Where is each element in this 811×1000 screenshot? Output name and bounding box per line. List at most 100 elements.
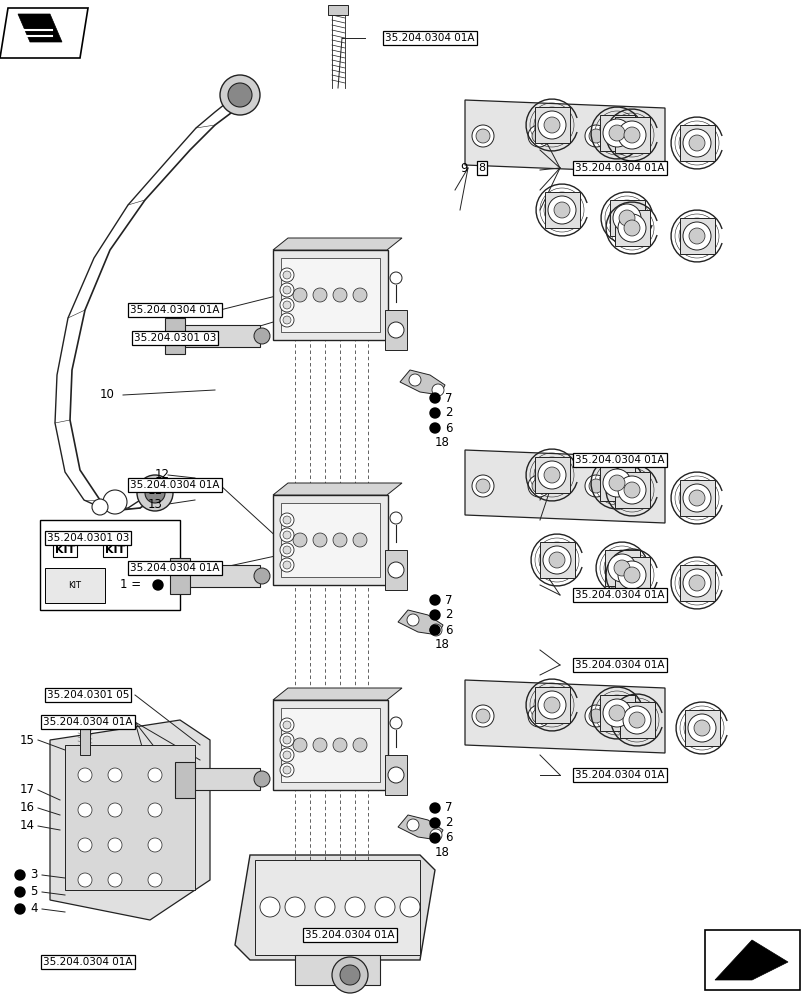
Circle shape [285,897,305,917]
Circle shape [283,516,290,524]
Bar [704,930,799,990]
Bar [255,860,419,955]
Circle shape [254,771,270,787]
Bar [175,762,195,798]
Circle shape [430,818,440,828]
Text: 18: 18 [435,639,449,652]
Circle shape [430,408,440,418]
Circle shape [584,705,607,727]
Bar [165,318,185,354]
Circle shape [431,384,444,396]
Bar [272,700,388,790]
Text: 35.204.0301 05: 35.204.0301 05 [47,690,129,700]
Bar [614,472,649,508]
Polygon shape [272,238,401,250]
Text: 6: 6 [444,831,452,844]
Circle shape [471,475,493,497]
Circle shape [283,546,290,554]
Bar [679,480,714,516]
Text: 35.204.0304 01A: 35.204.0304 01A [130,305,220,315]
Circle shape [430,595,440,605]
Text: 17: 17 [20,783,35,796]
Polygon shape [272,483,401,495]
Bar [684,710,719,746]
Circle shape [78,803,92,817]
Circle shape [603,469,630,497]
Circle shape [531,129,545,143]
Circle shape [603,119,630,147]
Circle shape [406,614,418,626]
Circle shape [406,819,418,831]
Text: 11: 11 [148,484,163,496]
Circle shape [108,838,122,852]
Circle shape [283,751,290,759]
Polygon shape [714,940,787,980]
Circle shape [108,768,122,782]
Circle shape [333,738,346,752]
Circle shape [623,567,639,583]
Circle shape [260,897,280,917]
Circle shape [283,316,290,324]
Circle shape [312,533,327,547]
Circle shape [389,512,401,524]
Polygon shape [465,680,664,753]
Circle shape [148,803,162,817]
Text: KIT: KIT [68,580,81,589]
Circle shape [623,220,639,236]
Bar [40,520,180,610]
Text: 35.204.0304 01A: 35.204.0304 01A [574,163,664,173]
Circle shape [280,718,294,732]
Circle shape [617,476,646,504]
Circle shape [283,301,290,309]
Circle shape [280,763,294,777]
Text: 35.204.0301 03: 35.204.0301 03 [134,333,216,343]
Circle shape [622,706,650,734]
Bar [609,200,644,236]
Circle shape [430,423,440,433]
Circle shape [148,768,162,782]
Text: 35.204.0304 01A: 35.204.0304 01A [305,930,394,940]
Circle shape [689,135,704,151]
Circle shape [103,490,127,514]
Circle shape [538,691,565,719]
Circle shape [228,83,251,107]
Bar [604,550,639,586]
Bar [614,117,649,153]
Circle shape [389,272,401,284]
Text: 16: 16 [20,801,35,814]
Circle shape [280,283,294,297]
Polygon shape [400,370,444,395]
Text: 2: 2 [444,608,452,621]
Bar [384,755,406,795]
Circle shape [15,870,25,880]
Circle shape [280,733,294,747]
Bar [80,725,90,755]
Circle shape [92,499,108,515]
Circle shape [332,957,367,993]
Circle shape [543,697,560,713]
Circle shape [388,562,404,578]
Circle shape [293,288,307,302]
Text: 7: 7 [444,801,452,814]
Circle shape [280,748,294,762]
Circle shape [315,897,335,917]
Circle shape [527,125,549,147]
Text: 35.204.0304 01A: 35.204.0304 01A [130,563,220,573]
Polygon shape [18,14,62,42]
Bar [384,310,406,350]
Polygon shape [465,100,664,173]
Circle shape [689,575,704,591]
Text: 12: 12 [155,468,169,482]
Circle shape [527,475,549,497]
Text: 6: 6 [444,624,452,637]
Circle shape [389,717,401,729]
Circle shape [475,129,489,143]
Bar [539,542,574,578]
Circle shape [430,624,441,636]
Circle shape [409,374,420,386]
Circle shape [353,738,367,752]
Circle shape [148,873,162,887]
Circle shape [15,904,25,914]
Bar [384,550,406,590]
Circle shape [283,531,290,539]
